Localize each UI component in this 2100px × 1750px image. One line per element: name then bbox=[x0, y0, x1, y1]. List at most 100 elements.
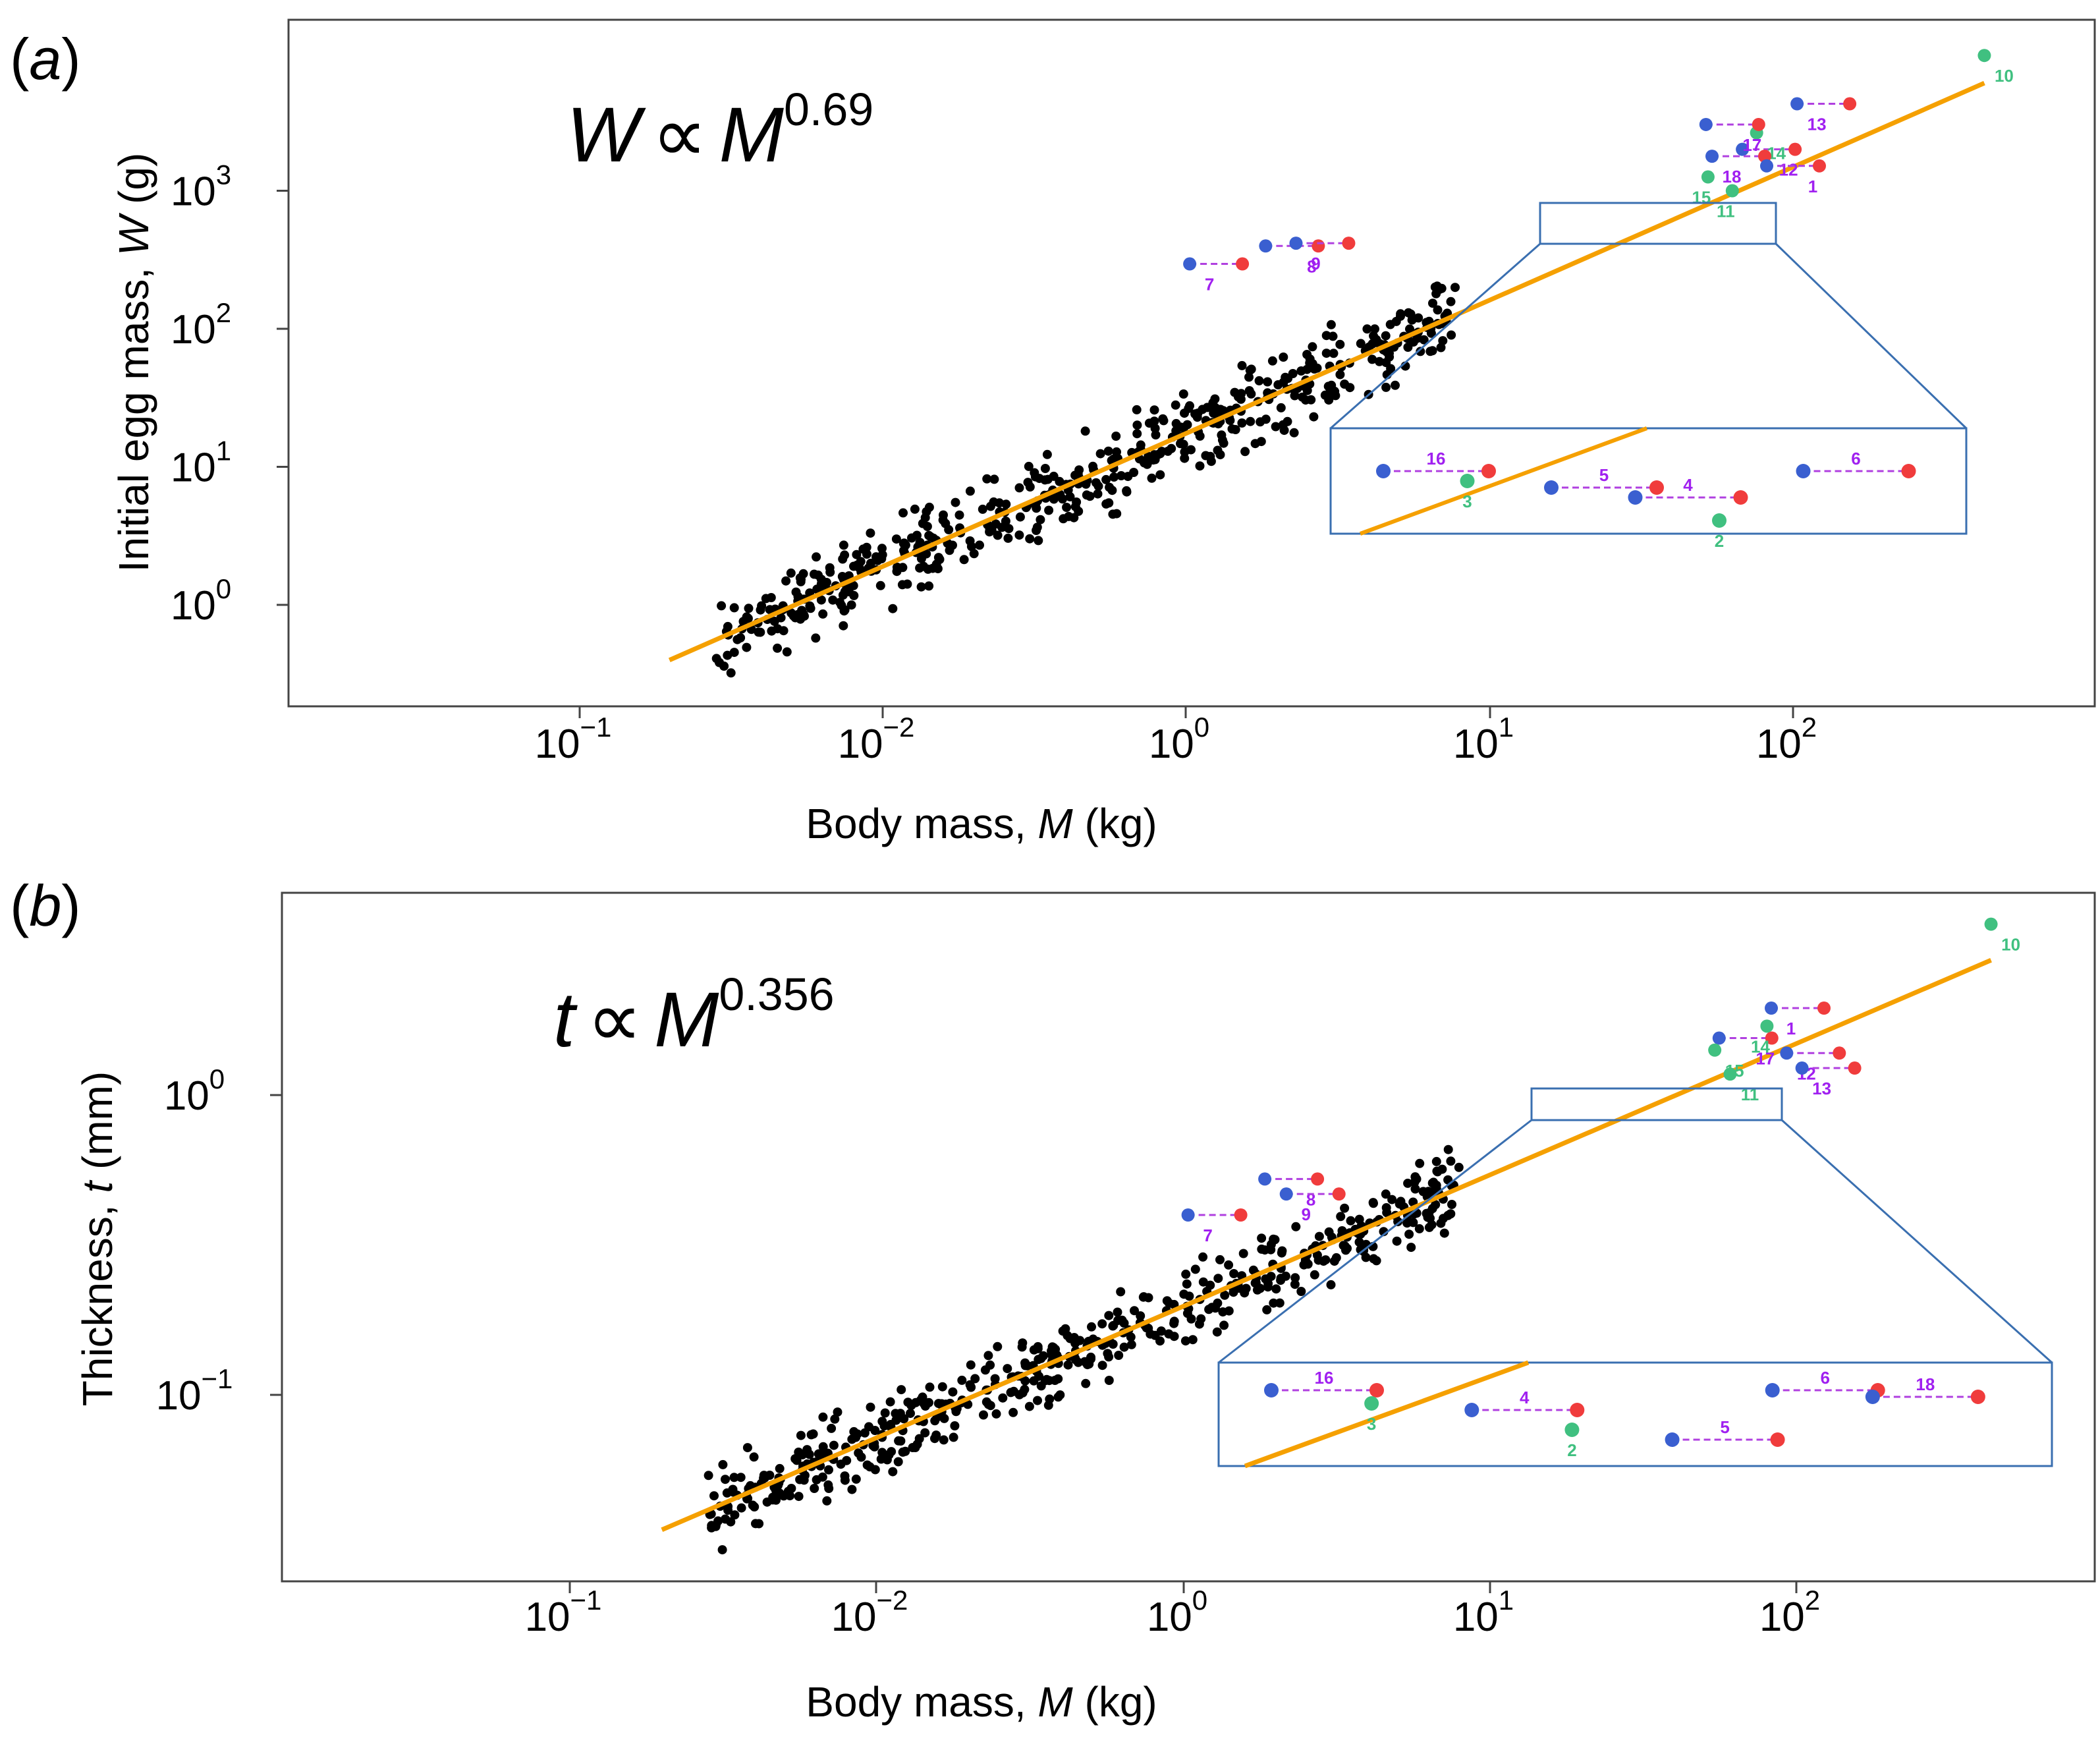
scatter-point bbox=[862, 542, 871, 552]
scatter-point bbox=[1381, 1189, 1391, 1199]
scatter-point bbox=[721, 1475, 730, 1484]
scatter-point bbox=[1074, 465, 1084, 475]
scatter-point bbox=[851, 1432, 861, 1442]
scatter-point bbox=[1439, 1214, 1448, 1224]
scatter-point bbox=[866, 558, 875, 568]
scatter-point bbox=[1414, 1224, 1424, 1233]
scatter-point bbox=[852, 550, 862, 559]
x-tick-label: 10−2 bbox=[838, 712, 915, 767]
scatter-point bbox=[1279, 353, 1288, 362]
scatter-point bbox=[951, 1407, 961, 1417]
group-point-red bbox=[1817, 1002, 1831, 1015]
scatter-point bbox=[1291, 1222, 1301, 1231]
inset-point-red bbox=[1369, 1383, 1384, 1397]
group-point-blue bbox=[1258, 1172, 1272, 1186]
scatter-point bbox=[1091, 478, 1101, 488]
scatter-point bbox=[1020, 1376, 1030, 1386]
scatter-point bbox=[787, 608, 796, 618]
scatter-point bbox=[939, 1435, 949, 1445]
scatter-point bbox=[983, 1351, 993, 1361]
scatter-point bbox=[910, 504, 920, 514]
group-point-blue bbox=[1765, 1002, 1778, 1015]
scatter-point bbox=[1180, 453, 1190, 463]
group-label: 15 bbox=[1692, 188, 1711, 208]
scatter-point bbox=[933, 564, 943, 574]
scatter-point bbox=[1162, 1296, 1172, 1306]
scatter-point bbox=[1329, 349, 1339, 358]
scatter-point bbox=[1335, 339, 1345, 349]
scatter-point bbox=[1101, 474, 1111, 484]
y-tick-label: 102 bbox=[171, 297, 231, 353]
scatter-point bbox=[1424, 1222, 1434, 1232]
scatter-point bbox=[1447, 1200, 1456, 1209]
scatter-point bbox=[1112, 509, 1122, 519]
scatter-point bbox=[1034, 1355, 1043, 1365]
inset-label: 2 bbox=[1715, 531, 1724, 551]
scatter-point bbox=[1180, 1336, 1190, 1346]
scatter-point bbox=[924, 1397, 933, 1407]
scatter-point bbox=[1062, 503, 1072, 512]
scatter-point bbox=[1406, 1243, 1416, 1253]
group-label: 9 bbox=[1311, 254, 1320, 273]
scatter-point bbox=[969, 549, 979, 559]
x-axis-label-b: Body mass, M (kg) bbox=[806, 1678, 1157, 1726]
scatter-point bbox=[907, 533, 916, 543]
scatter-point bbox=[1034, 1371, 1044, 1381]
scatter-point bbox=[935, 555, 945, 564]
scatter-point bbox=[1246, 416, 1256, 426]
scatter-point bbox=[1075, 1336, 1085, 1345]
scatter-point bbox=[1015, 512, 1025, 522]
scatter-point bbox=[1032, 526, 1041, 535]
scatter-point bbox=[1080, 426, 1090, 436]
scatter-point bbox=[1385, 320, 1395, 329]
scatter-point bbox=[1063, 1360, 1073, 1370]
scatter-point bbox=[1065, 492, 1075, 501]
scatter-point bbox=[1111, 432, 1121, 441]
scatter-point bbox=[1218, 1307, 1228, 1317]
scatter-point bbox=[1088, 1334, 1098, 1344]
x-tick-label: 101 bbox=[1453, 1585, 1514, 1640]
scatter-point bbox=[1105, 482, 1115, 492]
scatter-point bbox=[1171, 400, 1180, 410]
inset-point-blue bbox=[1865, 1390, 1880, 1404]
scatter-point bbox=[900, 540, 910, 550]
group-point-blue bbox=[1705, 150, 1719, 163]
scatter-point bbox=[751, 1519, 760, 1529]
group-point-blue bbox=[1289, 237, 1303, 250]
scatter-point bbox=[864, 1422, 873, 1432]
inset-point-red bbox=[1770, 1432, 1785, 1447]
scatter-point bbox=[1126, 1340, 1136, 1349]
fit-line-a bbox=[668, 80, 1985, 663]
scatter-point bbox=[1192, 412, 1202, 422]
scatter-point bbox=[1244, 372, 1254, 382]
scatter-point bbox=[1215, 1255, 1225, 1264]
scatter-point bbox=[1271, 422, 1281, 432]
scatter-point bbox=[1153, 449, 1163, 459]
scatter-point bbox=[796, 614, 806, 624]
scatter-point bbox=[1082, 1360, 1092, 1370]
group-point-blue bbox=[1183, 257, 1197, 271]
zoom-box-a bbox=[1539, 202, 1777, 245]
scatter-point bbox=[1386, 364, 1396, 374]
scatter-point bbox=[1043, 474, 1053, 484]
scatter-point bbox=[902, 579, 912, 589]
scatter-point bbox=[1335, 370, 1345, 380]
scatter-point bbox=[1241, 1284, 1251, 1293]
scatter-point bbox=[802, 1445, 812, 1455]
scatter-point bbox=[806, 604, 815, 613]
scatter-point bbox=[729, 1473, 739, 1482]
scatter-point bbox=[1340, 380, 1350, 389]
scatter-point bbox=[1034, 536, 1043, 546]
scatter-point bbox=[1409, 1209, 1419, 1219]
scatter-point bbox=[1433, 305, 1443, 315]
scatter-point bbox=[1033, 1396, 1042, 1405]
x-ticks-a: 10−1 10−2 100 101 102 bbox=[535, 706, 1817, 767]
scatter-point bbox=[723, 621, 732, 631]
scatter-point bbox=[1001, 499, 1011, 509]
inset-point-blue bbox=[1264, 1383, 1279, 1397]
x-tick-label: 101 bbox=[1453, 712, 1514, 767]
scatter-point bbox=[1382, 1208, 1392, 1218]
group-label: 17 bbox=[1742, 135, 1761, 155]
scatter-point bbox=[730, 1510, 740, 1520]
scatter-point bbox=[726, 668, 736, 678]
